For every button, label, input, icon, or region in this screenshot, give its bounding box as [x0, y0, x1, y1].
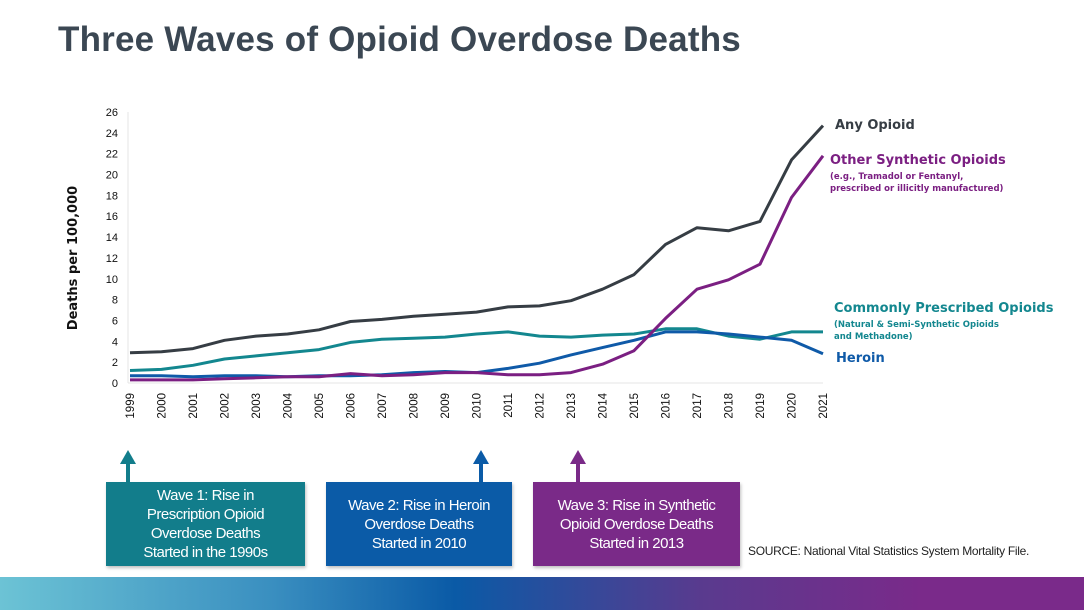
- y-axis-title: Deaths per 100,000: [66, 186, 81, 330]
- wave-text: Started in 2010: [371, 534, 467, 552]
- x-tick-label: 2017: [692, 393, 704, 419]
- source-note: SOURCE: National Vital Statistics System…: [748, 544, 1030, 558]
- x-tick-label: 2000: [157, 393, 169, 419]
- series-label-commonly-prescribed: Commonly Prescribed Opioids (Natural & S…: [834, 301, 1053, 343]
- series-name: Commonly Prescribed Opioids: [834, 301, 1054, 316]
- series-name: Heroin: [836, 351, 885, 366]
- wave-text: Started in the 1990s: [143, 544, 268, 561]
- series-line-other-synthetic-opioids: [130, 154, 825, 382]
- x-tick-label: 2002: [220, 393, 232, 419]
- series-name: Any Opioid: [835, 118, 915, 133]
- x-tick-label: 2001: [188, 393, 200, 419]
- y-tick-label: 14: [106, 232, 118, 244]
- y-tick-label: 18: [106, 190, 118, 202]
- x-tick-label: 2015: [629, 393, 641, 419]
- y-tick-label: 2: [112, 357, 118, 369]
- y-tick-label: 26: [106, 107, 118, 119]
- footer-gradient-bar: [0, 577, 1084, 610]
- x-tick-label: 2012: [535, 393, 547, 419]
- series-note: and Methadone): [834, 332, 913, 342]
- wave-2-box: Wave 2: Rise in Heroin Overdose Deaths Sta…: [326, 482, 512, 566]
- wave-2-arrow-icon: [473, 450, 489, 482]
- y-tick-label: 4: [112, 336, 118, 348]
- y-tick-label: 10: [106, 274, 118, 286]
- series-note: prescribed or illicitly manufactured): [830, 184, 1004, 194]
- series-line-any-opioid: [129, 124, 825, 355]
- x-tick-label: 2007: [377, 393, 389, 419]
- wave-3-arrow-icon: [570, 450, 586, 482]
- series-note: (Natural & Semi-Synthetic Opioids: [834, 320, 999, 330]
- series-name: Other Synthetic Opioids: [830, 153, 1006, 168]
- series-line-commonly-prescribed-opioids: [129, 327, 823, 372]
- wave-text: Opioid Overdose Deaths: [559, 515, 714, 533]
- y-tick-label: 16: [106, 211, 118, 223]
- wave-text: Overdose Deaths: [364, 515, 474, 533]
- wave-1-box: Wave 1: Rise in Prescription Opioid Overdo…: [106, 482, 305, 566]
- wave-text: Started in 2013: [589, 534, 684, 552]
- x-tick-label: 2018: [724, 393, 736, 419]
- wave-3-box: Wave 3: Rise in Synthetic Opioid Overdose…: [533, 482, 740, 566]
- x-tick-label: 1999: [125, 393, 137, 419]
- y-tick-label: 20: [106, 170, 118, 182]
- series-label-other-synthetic: Other Synthetic Opioids (e.g., Tramadol …: [830, 153, 1006, 195]
- wave-text: Overdose Deaths: [150, 525, 261, 542]
- x-tick-label: 2019: [755, 393, 767, 419]
- x-tick-label: 2003: [251, 393, 263, 419]
- series-note: (e.g., Tramadol or Fentanyl,: [830, 172, 964, 182]
- x-tick-label: 2020: [787, 393, 799, 419]
- y-tick-label: 8: [112, 295, 118, 307]
- y-tick-label: 12: [106, 253, 118, 265]
- y-tick-label: 6: [112, 315, 118, 327]
- x-tick-label: 2013: [566, 393, 578, 419]
- page-title: Three Waves of Opioid Overdose Deaths: [58, 20, 741, 59]
- x-tick-label: 2011: [503, 393, 515, 418]
- x-tick-label: 2006: [346, 393, 358, 419]
- x-tick-label: 2014: [598, 392, 610, 418]
- wave-text: Prescription Opioid: [146, 506, 265, 523]
- y-tick-label: 24: [106, 128, 118, 140]
- x-tick-label: 2010: [472, 393, 484, 419]
- x-tick-label: 2009: [440, 393, 452, 419]
- wave-text: Wave 2: Rise in Heroin: [348, 496, 490, 514]
- y-tick-label: 22: [106, 149, 118, 161]
- x-tick-label: 2008: [409, 393, 421, 419]
- wave-text: Wave 3: Rise in Synthetic: [557, 496, 716, 514]
- series-label-any-opioid: Any Opioid: [835, 118, 915, 133]
- y-tick-label: 0: [112, 378, 118, 390]
- wave-text: Wave 1: Rise in: [157, 487, 254, 504]
- series-label-heroin: Heroin: [836, 351, 885, 366]
- x-tick-label: 2004: [283, 392, 295, 418]
- x-tick-label: 2005: [314, 393, 326, 419]
- x-tick-label: 2016: [661, 393, 673, 419]
- wave-1-arrow-icon: [120, 450, 136, 482]
- x-tick-label: 2021: [818, 393, 830, 419]
